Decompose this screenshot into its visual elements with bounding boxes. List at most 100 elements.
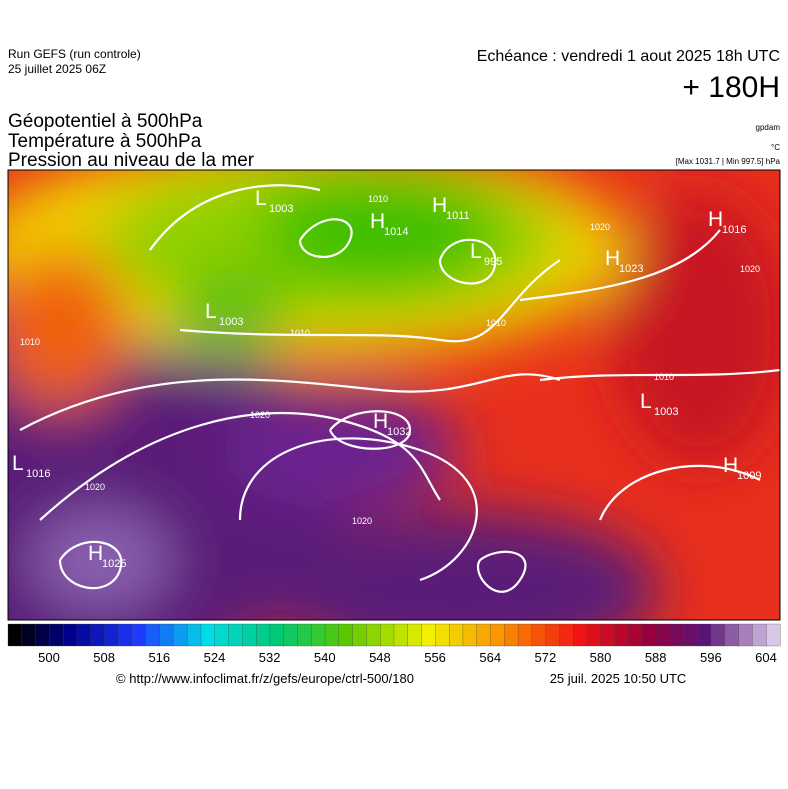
colorbar-swatch xyxy=(669,623,684,647)
colorbar-swatch xyxy=(476,623,491,647)
colorbar-swatch xyxy=(380,623,395,647)
colorbar-tick-label: 596 xyxy=(700,650,722,665)
colorbar-swatch xyxy=(90,623,105,647)
colorbar-swatch xyxy=(573,623,588,647)
colorbar-swatch xyxy=(159,623,174,647)
colorbar-swatch xyxy=(242,623,257,647)
center-pressure: 1032 xyxy=(387,426,411,438)
center-pressure: 1003 xyxy=(269,203,293,215)
isobar-label: 1020 xyxy=(352,516,372,526)
colorbar-swatch xyxy=(366,623,381,647)
isobar-label: 1010 xyxy=(20,337,40,347)
isobar-label: 1010 xyxy=(368,194,388,204)
pressure-range: [Max 1031.7 | Min 997.5] hPa xyxy=(676,157,781,166)
center-pressure: 995 xyxy=(484,256,502,268)
isobars xyxy=(19,184,780,593)
colorbar-tick-label: 588 xyxy=(645,650,667,665)
colorbar-swatch xyxy=(200,623,216,647)
title-line: Température à 500hPa xyxy=(8,131,202,152)
temperature-field xyxy=(8,170,780,620)
colorbar-swatch xyxy=(586,623,602,647)
center-letter: H xyxy=(88,542,103,565)
center-letter: L xyxy=(640,390,652,413)
colorbar-tick-label: 604 xyxy=(755,650,777,665)
center-letter: H xyxy=(432,194,447,217)
colorbar-swatch xyxy=(559,623,574,647)
colorbar: 500 508 516 524 532 540 548 556 564 572 580 588 596 6… xyxy=(7,623,781,665)
colorbar-swatch xyxy=(104,623,119,647)
center-pressure: 1003 xyxy=(219,316,243,328)
isobar-label: 1010 xyxy=(290,328,310,338)
isobar-label: 1020 xyxy=(250,410,270,420)
colorbar-swatch xyxy=(407,623,423,647)
center-pressure: 1011 xyxy=(446,210,470,222)
colorbar-swatch xyxy=(531,623,547,647)
colorbar-tick-label: 564 xyxy=(479,650,501,665)
isobar-label: 1010 xyxy=(654,372,674,382)
title-line: Géopotentiel à 500hPa xyxy=(8,111,203,132)
unit: °C xyxy=(771,143,780,152)
run-date: 25 juillet 2025 06Z xyxy=(8,62,106,76)
colorbar-tick-label: 500 xyxy=(38,650,60,665)
colorbar-tick-label: 580 xyxy=(590,650,612,665)
colorbar-tick-label: 532 xyxy=(259,650,281,665)
colorbar-tick-label: 516 xyxy=(148,650,170,665)
center-pressure: 1023 xyxy=(619,263,643,275)
colorbar-swatch xyxy=(297,623,312,647)
colorbar-swatch xyxy=(697,623,712,647)
center-pressure: 1009 xyxy=(737,470,761,482)
isobar-label: 1020 xyxy=(740,264,760,274)
run-label: Run GEFS (run controle) xyxy=(8,47,141,61)
colorbar-swatch xyxy=(62,623,78,647)
center-pressure: 1003 xyxy=(654,406,678,418)
colorbar-swatch xyxy=(710,623,726,647)
center-letter: L xyxy=(12,452,24,475)
colorbar-swatch xyxy=(448,623,464,647)
echeance: Echéance : vendredi 1 aout 2025 18h UTC xyxy=(477,48,780,65)
colorbar-swatch xyxy=(311,623,326,647)
colorbar-tick-label: 540 xyxy=(314,650,336,665)
colorbar-swatch xyxy=(641,623,657,647)
map-frame xyxy=(7,169,781,621)
colorbar-swatch xyxy=(324,623,340,647)
colorbar-tick-label: 508 xyxy=(93,650,115,665)
center-letter: L xyxy=(470,240,482,263)
colorbar-swatch xyxy=(173,623,188,647)
colorbar-swatch xyxy=(724,623,740,647)
colorbar-swatch xyxy=(752,623,767,647)
colorbar-swatch xyxy=(738,623,753,647)
center-pressure: 1016 xyxy=(722,224,746,236)
colorbar-swatch xyxy=(421,623,436,647)
colorbar-swatch xyxy=(21,623,37,647)
colorbar-swatch xyxy=(283,623,298,647)
footer-url: © http://www.infoclimat.fr/z/gefs/europe… xyxy=(116,671,414,686)
center-letter: H xyxy=(605,247,620,270)
colorbar-swatch xyxy=(352,623,367,647)
colorbar-swatch xyxy=(269,623,285,647)
colorbar-tick-label: 524 xyxy=(204,650,226,665)
center-pressure: 1016 xyxy=(26,468,50,480)
center-letter: H xyxy=(373,410,388,433)
colorbar-swatch xyxy=(255,623,271,647)
title-line: Pression au niveau de la mer xyxy=(8,150,255,171)
lead-time: + 180H xyxy=(682,71,780,104)
colorbar-swatch xyxy=(490,623,505,647)
colorbar-swatch xyxy=(683,623,698,647)
center-letter: H xyxy=(370,210,385,233)
unit: gpdam xyxy=(756,123,781,132)
colorbar-swatch xyxy=(435,623,450,647)
colorbar-swatch xyxy=(628,623,643,647)
colorbar-swatch xyxy=(655,623,671,647)
colorbar-swatch xyxy=(76,623,92,647)
colorbar-tick-label: 556 xyxy=(424,650,446,665)
center-pressure: 1014 xyxy=(384,226,408,238)
colorbar-swatch xyxy=(600,623,616,647)
center-letter: L xyxy=(255,187,267,210)
colorbar-swatch xyxy=(338,623,354,647)
colorbar-swatch xyxy=(545,623,560,647)
colorbar-swatch xyxy=(393,623,409,647)
colorbar-tick-label: 572 xyxy=(535,650,557,665)
isobar-label: 1020 xyxy=(590,222,610,232)
